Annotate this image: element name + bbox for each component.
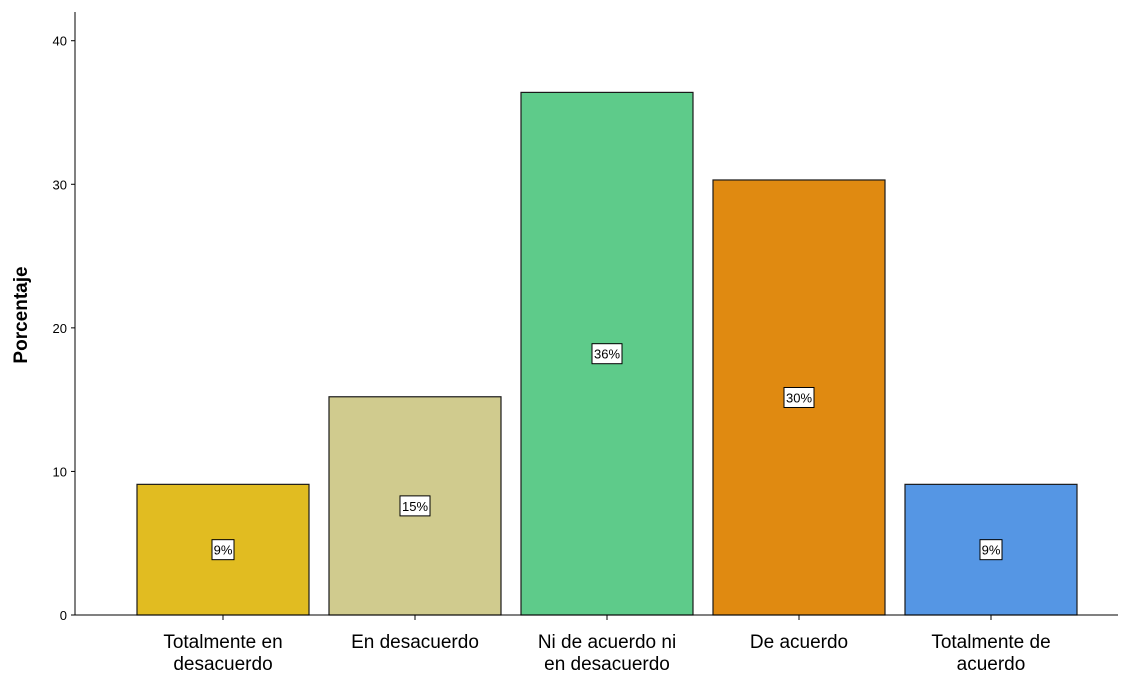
data-label-box: [591, 343, 623, 365]
data-label: 15%: [402, 499, 428, 514]
y-tick-label: 30: [53, 177, 67, 192]
data-label: 9%: [982, 543, 1001, 558]
x-tick-label: Totalmente de acuerdo: [931, 632, 1050, 675]
x-axis: Totalmente en desacuerdo En desacuerdo Ni d…: [75, 614, 1118, 675]
y-axis: 0 10 20 30 40: [53, 12, 76, 623]
data-label: 30%: [786, 390, 812, 405]
x-tick-label: Ni de acuerdo ni en desacuerdo: [538, 632, 676, 675]
data-label: 36%: [594, 347, 620, 362]
y-tick-label: 20: [53, 321, 67, 336]
x-tick-label: En desacuerdo: [351, 632, 479, 653]
y-tick-label: 10: [53, 464, 67, 479]
x-tick-label: De acuerdo: [750, 632, 848, 653]
y-axis-title: Porcentaje: [11, 266, 32, 363]
data-label-box: [211, 539, 235, 561]
data-label-box: [979, 539, 1003, 561]
bars: [136, 91, 1078, 616]
x-tick-label: Totalmente en desacuerdo: [163, 632, 282, 675]
data-label-box: [783, 386, 815, 408]
data-label: 9%: [214, 543, 233, 558]
y-tick-label: 40: [53, 34, 67, 49]
data-label-box: [399, 495, 431, 517]
y-tick-label: 0: [60, 608, 67, 623]
data-labels: 9% 15% 36% 30% 9%: [211, 343, 1003, 561]
